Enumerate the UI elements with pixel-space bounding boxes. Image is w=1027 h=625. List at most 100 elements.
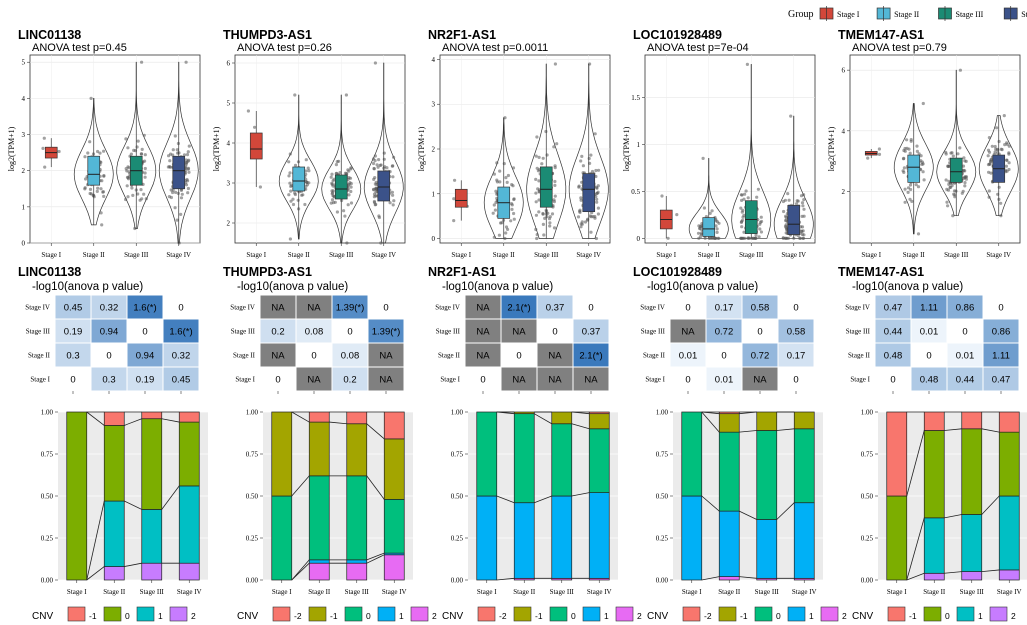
data-point — [372, 195, 376, 199]
data-point — [130, 186, 134, 190]
cnv-legend-title: CNV — [647, 611, 668, 622]
data-point — [908, 183, 913, 187]
data-point — [579, 225, 583, 229]
cnv-legend-swatch — [923, 606, 942, 622]
cnv-connector — [161, 418, 180, 423]
data-point — [304, 180, 308, 184]
group-legend: Group Stage I Stage II Stage III Stage IV — [788, 6, 1027, 21]
heatmap-cell-label: 1.39(*) — [336, 303, 365, 314]
data-point — [382, 151, 386, 155]
data-point — [187, 158, 191, 162]
data-point — [548, 221, 552, 225]
heatmap-cell-label: 0.37 — [582, 327, 601, 338]
cnv-legend-label: -1 — [740, 611, 748, 621]
cnv-y-tick-label: 1.00 — [41, 409, 54, 417]
data-point — [307, 169, 311, 173]
heatmap-cell-label: NA — [476, 351, 490, 362]
heatmap-row-label: Stage III — [231, 328, 256, 336]
cnv-y-tick-label: 0.00 — [246, 577, 259, 585]
data-point — [964, 175, 969, 179]
heatmap-row-label: Stage IV — [640, 304, 665, 312]
data-point — [753, 236, 757, 240]
heatmap-cell-label: 0.08 — [305, 327, 324, 338]
data-point — [789, 114, 793, 118]
data-point — [95, 189, 99, 193]
heatmap-cell-label: 1.6(*) — [169, 327, 192, 338]
cnv-connector — [86, 566, 105, 581]
data-point — [717, 236, 721, 240]
data-point — [801, 236, 806, 240]
data-point — [125, 184, 129, 188]
heatmap-cell-label: 0.44 — [884, 327, 903, 338]
x-tick-label: Stage II — [288, 251, 311, 259]
data-point — [800, 201, 805, 205]
legend-label-2: Stage II — [894, 10, 919, 19]
cnv-bar-segment — [141, 509, 163, 564]
data-point — [330, 198, 335, 202]
heatmap-row-label: Stage III — [846, 328, 871, 336]
heatmap-cell — [126, 318, 164, 344]
heatmap-cell-label: NA — [476, 327, 490, 338]
data-point — [708, 211, 712, 215]
heatmap-row-label: Stage IV — [845, 304, 870, 312]
cnv-connector — [534, 495, 552, 504]
data-point — [344, 93, 348, 97]
data-point — [96, 149, 100, 154]
cnv-bar-segment — [178, 485, 200, 564]
data-point — [175, 218, 179, 222]
cnv-bar-segment — [383, 411, 405, 440]
data-point — [537, 155, 541, 159]
data-point — [698, 227, 702, 231]
y-tick-label: 2 — [842, 188, 846, 196]
cnv-legend-swatch — [549, 606, 568, 622]
cnv-bar-segment — [271, 495, 293, 581]
cnv-bar-segment — [178, 562, 200, 581]
data-point — [500, 221, 504, 225]
data-point — [375, 187, 379, 191]
data-point — [800, 225, 805, 229]
data-point — [373, 154, 377, 158]
data-point — [98, 151, 102, 155]
data-point — [961, 189, 965, 193]
data-point — [583, 220, 588, 224]
cnv-legend-label: -2 — [704, 611, 712, 621]
data-point — [132, 148, 136, 152]
data-point — [963, 181, 967, 185]
data-point — [741, 208, 745, 212]
heatmap-cell-label: NA — [548, 375, 562, 386]
cnv-connector — [366, 423, 385, 440]
cnv-bar-segment — [141, 411, 163, 420]
data-point — [166, 165, 170, 169]
heatmap-cell — [536, 318, 574, 344]
data-point — [346, 203, 350, 207]
data-point — [86, 151, 90, 155]
data-point — [511, 211, 516, 216]
cnv-legend-swatch — [136, 606, 155, 622]
x-tick-label: Stage III — [329, 251, 354, 259]
data-point — [491, 211, 495, 215]
data-point — [759, 215, 763, 219]
heatmap-cell-label: 0.3 — [102, 375, 115, 386]
cnv-bar-segment — [178, 411, 200, 423]
heatmap-cell — [572, 318, 610, 344]
data-point — [746, 196, 750, 200]
heatmap-cell — [982, 366, 1020, 392]
data-point — [186, 150, 190, 154]
heatmap-cell-label: 0.19 — [136, 375, 155, 386]
data-point — [802, 214, 806, 218]
cnv-legend-label: 2 — [432, 611, 437, 621]
data-point — [372, 188, 376, 192]
heatmap-row-label: Stage II — [233, 352, 256, 360]
data-point — [167, 195, 171, 199]
heatmap-gene-title: TMEM147-AS1 — [838, 265, 924, 279]
data-point — [88, 187, 93, 191]
data-point — [142, 133, 146, 137]
cnv-y-tick-label: 1.00 — [451, 409, 464, 417]
heatmap-cell-label: 0.01 — [715, 375, 734, 386]
heatmap-cell-label: 0.72 — [715, 327, 734, 338]
data-point — [452, 197, 456, 201]
cnv-y-tick-label: 0.25 — [451, 535, 464, 543]
data-point — [596, 206, 601, 210]
data-point — [502, 162, 506, 166]
